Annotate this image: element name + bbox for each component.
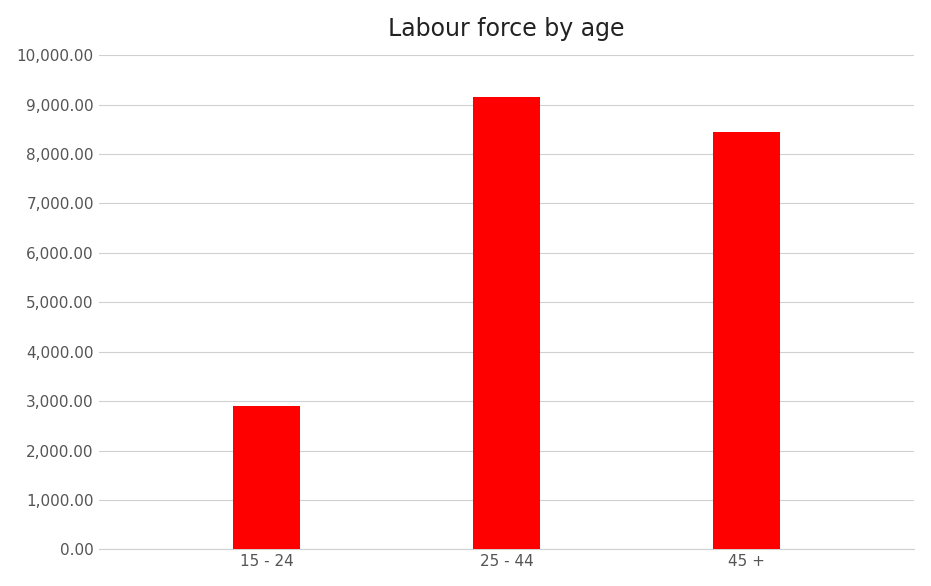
Bar [233,406,300,550]
Bar [713,132,780,550]
Bar [473,97,540,550]
Title: Labour force by age: Labour force by age [388,16,625,40]
